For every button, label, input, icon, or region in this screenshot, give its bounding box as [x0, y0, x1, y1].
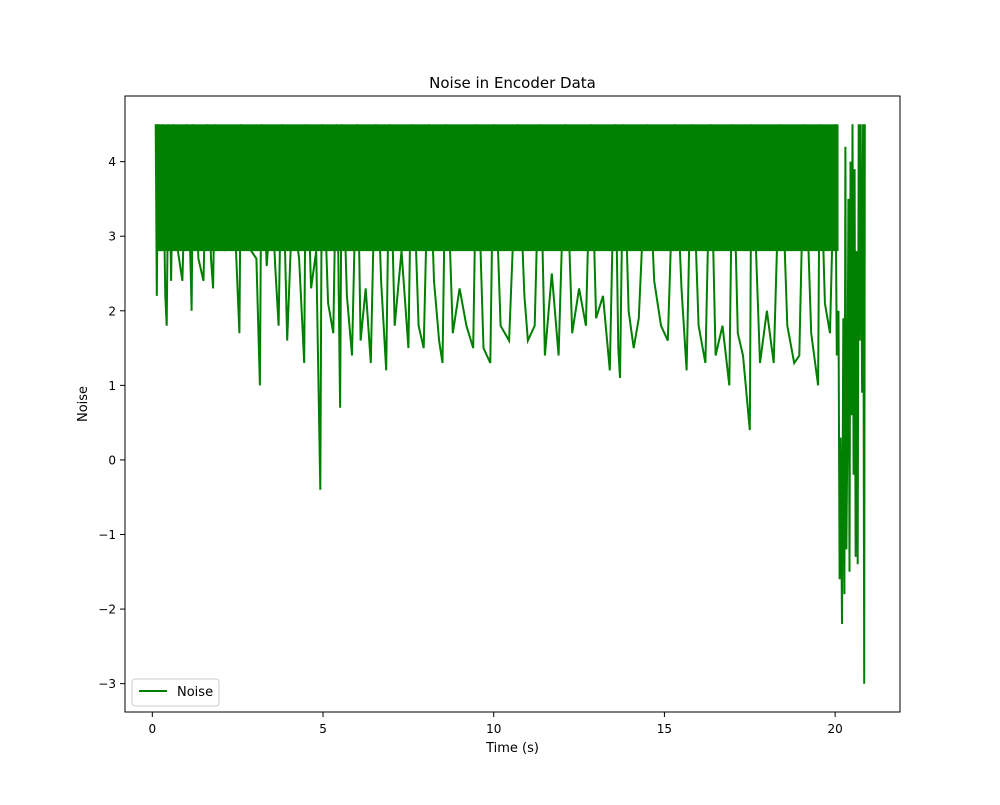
chart-title: Noise in Encoder Data	[429, 74, 596, 92]
x-tick-label: 5	[319, 722, 327, 736]
y-tick-label: 3	[108, 230, 116, 244]
y-axis: −3 −2 −1 0 1 2 3 4	[98, 155, 125, 691]
x-tick-label: 10	[486, 722, 501, 736]
noise-line	[154, 124, 866, 684]
x-axis-label: Time (s)	[485, 741, 539, 756]
y-tick-label: 2	[108, 304, 116, 318]
y-tick-label: 0	[108, 453, 116, 467]
legend-label: Noise	[177, 685, 213, 700]
series-noise	[154, 124, 866, 684]
y-tick-label: 4	[108, 155, 116, 169]
x-tick-label: 15	[657, 722, 672, 736]
legend-box	[131, 678, 220, 707]
x-axis: 0 5 10 15 20	[148, 712, 843, 736]
plot-area	[154, 124, 866, 684]
x-tick-label: 0	[148, 722, 156, 736]
y-tick-label: 1	[108, 379, 116, 393]
x-tick-label: 20	[827, 722, 842, 736]
plot-frame	[124, 95, 901, 713]
y-tick-label: −1	[98, 528, 116, 542]
y-axis-label: Noise	[76, 386, 91, 422]
y-tick-label: −2	[98, 603, 116, 617]
y-tick-label: −3	[98, 677, 116, 691]
legend: Noise	[131, 678, 220, 707]
